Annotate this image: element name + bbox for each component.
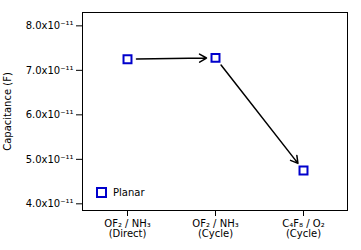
svg-text:C₄F₈ / O₂(Cycle): C₄F₈ / O₂(Cycle) <box>282 218 324 239</box>
svg-text:8.0x10⁻¹¹: 8.0x10⁻¹¹ <box>26 20 74 31</box>
svg-text:OF₂ / NH₃(Direct): OF₂ / NH₃(Direct) <box>104 218 150 239</box>
svg-text:OF₂ / NH₃(Cycle): OF₂ / NH₃(Cycle) <box>192 218 238 239</box>
svg-text:5.0x10⁻¹¹: 5.0x10⁻¹¹ <box>26 154 74 165</box>
html-text:Planar: Planar <box>113 187 145 198</box>
svg-text:Capacitance (F): Capacitance (F) <box>2 72 13 151</box>
svg-text:6.0x10⁻¹¹: 6.0x10⁻¹¹ <box>26 109 74 120</box>
svg-text:4.0x10⁻¹¹: 4.0x10⁻¹¹ <box>26 198 74 209</box>
svg-text:7.0x10⁻¹¹: 7.0x10⁻¹¹ <box>26 65 74 76</box>
